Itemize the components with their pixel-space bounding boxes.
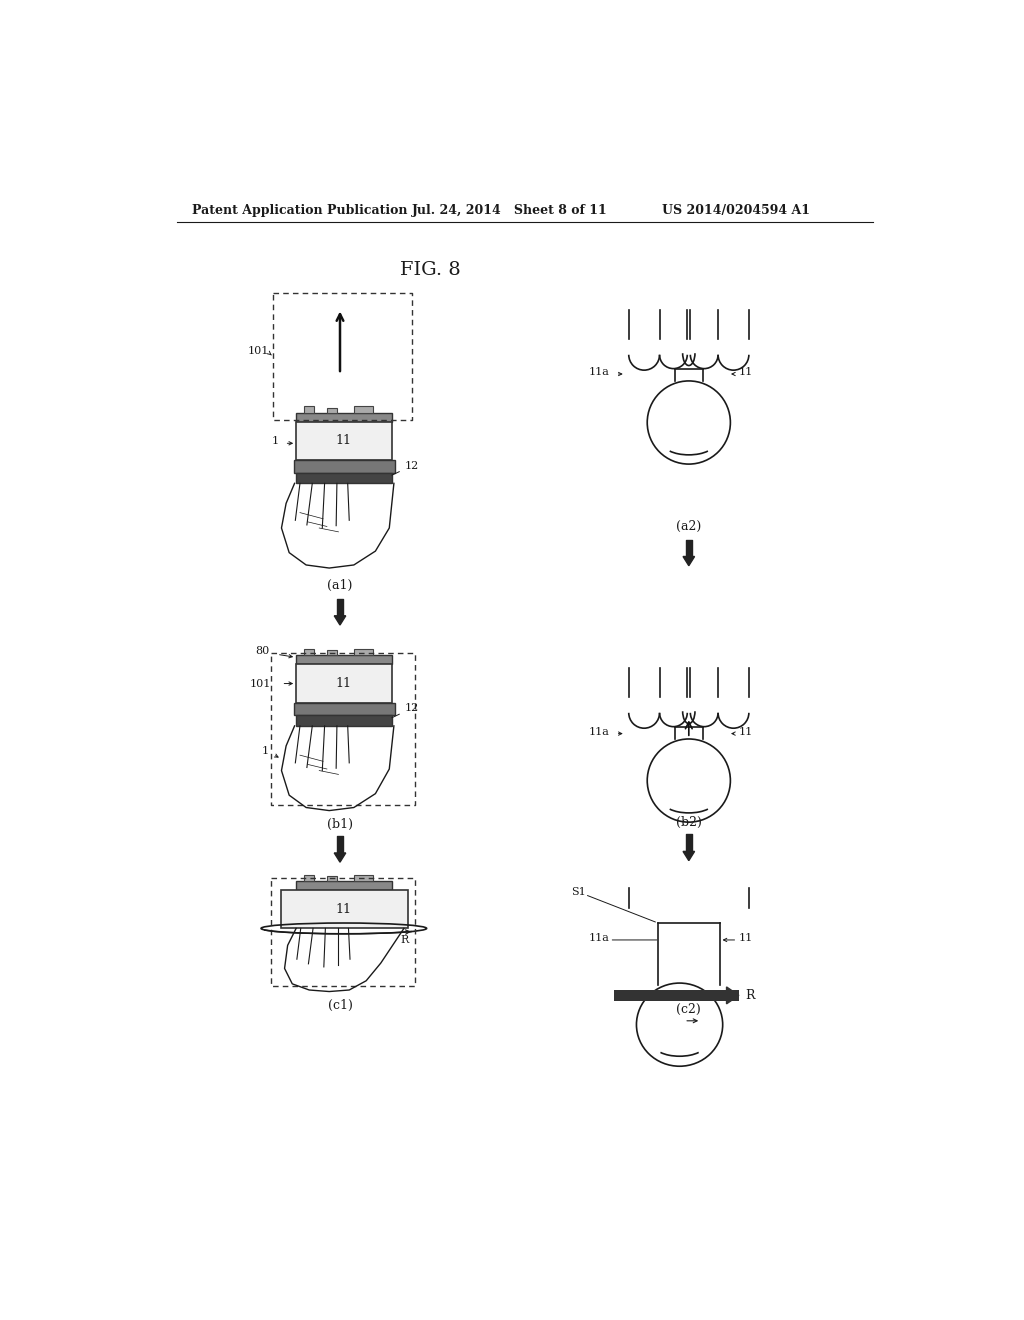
Text: Jul. 24, 2014   Sheet 8 of 11: Jul. 24, 2014 Sheet 8 of 11 [412, 205, 607, 218]
Text: 11: 11 [739, 367, 753, 378]
Text: 11a: 11a [589, 933, 609, 944]
Polygon shape [304, 875, 313, 880]
Text: (a2): (a2) [676, 520, 701, 533]
Text: 11: 11 [336, 903, 352, 916]
Polygon shape [354, 407, 373, 412]
Polygon shape [327, 651, 337, 655]
Polygon shape [296, 880, 392, 890]
Polygon shape [334, 853, 346, 862]
Polygon shape [683, 851, 694, 861]
Polygon shape [304, 649, 313, 655]
Text: 11: 11 [739, 933, 753, 944]
Text: (c2): (c2) [677, 1003, 701, 1016]
Text: 11a: 11a [589, 727, 609, 737]
Text: (c1): (c1) [328, 999, 352, 1012]
Polygon shape [327, 408, 337, 412]
Polygon shape [327, 876, 337, 880]
Text: 101: 101 [248, 346, 269, 356]
Polygon shape [354, 875, 373, 880]
Polygon shape [727, 987, 739, 1003]
Text: 11: 11 [336, 434, 352, 447]
Text: 11: 11 [739, 727, 753, 737]
Polygon shape [296, 422, 392, 461]
Text: 12: 12 [392, 461, 419, 475]
Text: FIG. 8: FIG. 8 [400, 261, 461, 279]
Text: (b1): (b1) [327, 818, 353, 832]
Polygon shape [296, 655, 392, 664]
Polygon shape [614, 990, 739, 1001]
Text: 1: 1 [262, 746, 269, 756]
Text: (b2): (b2) [676, 816, 701, 829]
Polygon shape [296, 473, 392, 483]
Text: 80: 80 [255, 647, 269, 656]
Text: 1: 1 [271, 436, 279, 446]
Text: R: R [400, 935, 409, 945]
Polygon shape [354, 649, 373, 655]
Text: Patent Application Publication: Patent Application Publication [193, 205, 408, 218]
Polygon shape [304, 407, 313, 412]
Text: 101: 101 [250, 678, 271, 689]
Polygon shape [281, 890, 408, 928]
Text: (a1): (a1) [328, 579, 352, 593]
Text: S1: S1 [571, 887, 586, 898]
Polygon shape [296, 412, 392, 422]
Text: US 2014/0204594 A1: US 2014/0204594 A1 [662, 205, 810, 218]
Polygon shape [294, 702, 394, 715]
Text: 11: 11 [336, 677, 352, 690]
Polygon shape [334, 615, 346, 626]
Polygon shape [296, 715, 392, 726]
Text: 12: 12 [392, 704, 419, 718]
Text: 11a: 11a [589, 367, 609, 378]
Polygon shape [294, 461, 394, 473]
Polygon shape [683, 557, 694, 566]
Text: R: R [745, 989, 755, 1002]
Polygon shape [296, 664, 392, 702]
